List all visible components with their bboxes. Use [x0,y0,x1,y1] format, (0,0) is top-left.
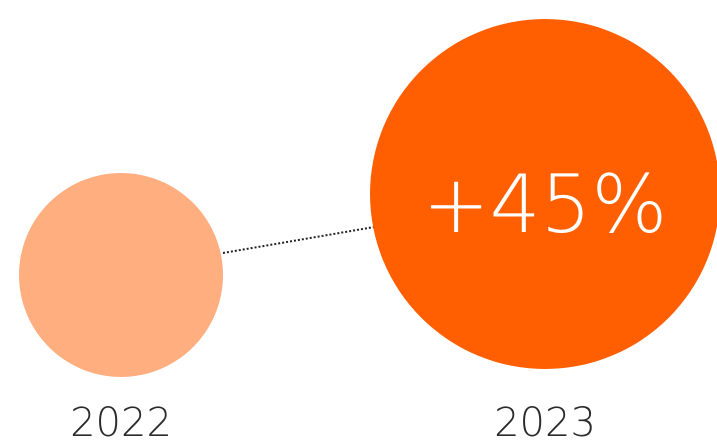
bubble-2023 [370,19,717,369]
year-label-2023: 2023 [494,400,596,442]
bubble-2022 [19,173,223,377]
connector-line [222,225,381,254]
year-label-2022: 2022 [70,400,172,442]
change-label: +45% [423,158,668,251]
